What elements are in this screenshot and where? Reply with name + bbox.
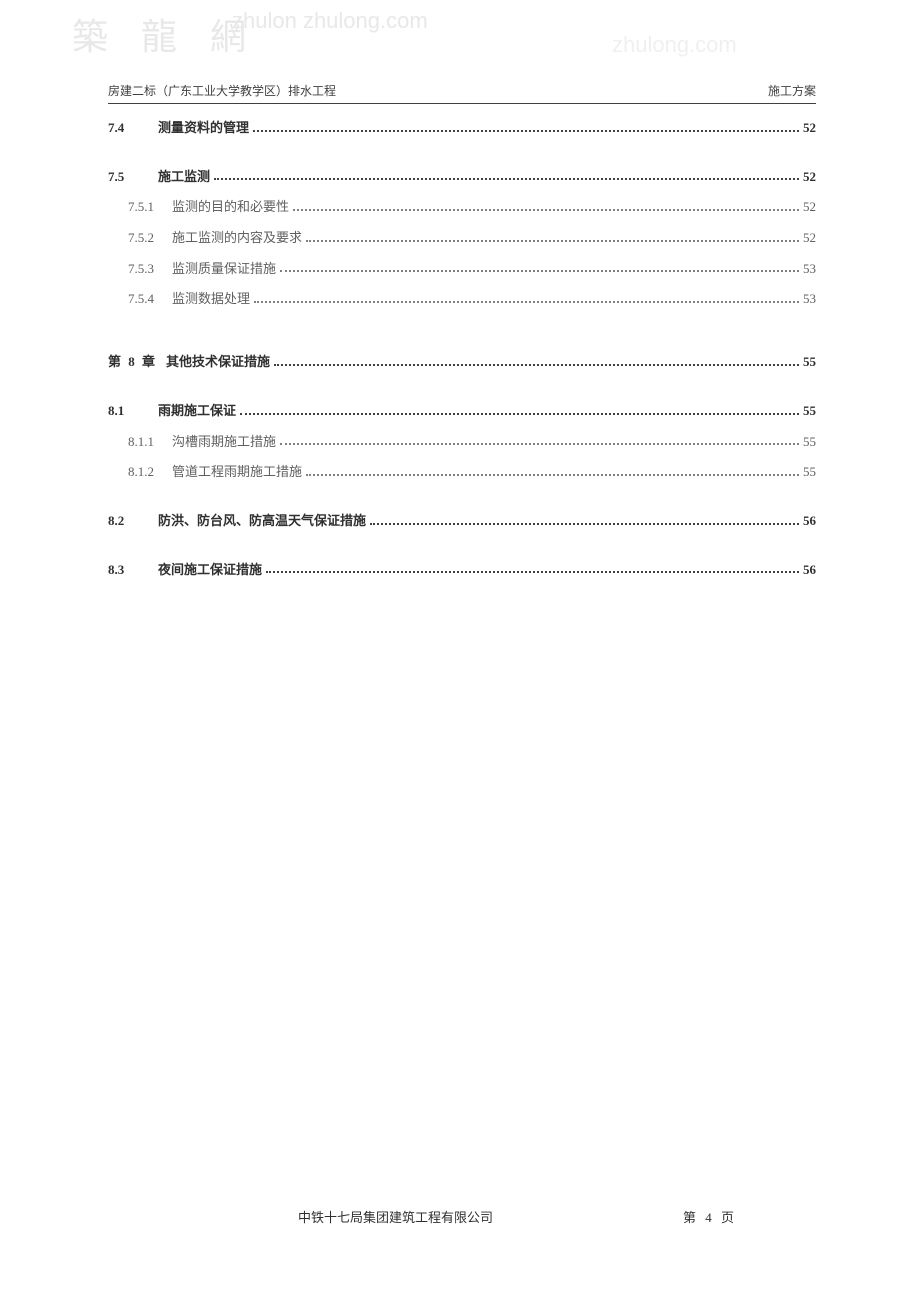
- toc-title: 测量资料的管理: [158, 116, 249, 141]
- toc-dots: [266, 571, 799, 573]
- page-footer: 中铁十七局集团建筑工程有限公司 第 4 页: [108, 1207, 816, 1226]
- toc-number: 8.1.1: [108, 430, 172, 455]
- toc-title: 其他技术保证措施: [166, 350, 270, 375]
- toc-page: 55: [803, 350, 816, 375]
- toc-entry: 8.2 防洪、防台风、防高温天气保证措施 56: [108, 509, 816, 534]
- toc-number: 8.1: [108, 399, 158, 424]
- toc-title: 监测的目的和必要性: [172, 195, 289, 220]
- toc-entry: 7.5.4 监测数据处理 53: [108, 287, 816, 312]
- toc-number: 7.5.3: [108, 257, 172, 282]
- toc-page: 55: [803, 430, 816, 455]
- toc-title: 管道工程雨期施工措施: [172, 460, 302, 485]
- toc-number: 8.2: [108, 509, 158, 534]
- toc-entry: 7.5.1 监测的目的和必要性 52: [108, 195, 816, 220]
- toc-dots: [280, 270, 799, 272]
- toc-dots: [293, 209, 799, 211]
- toc-dots: [280, 443, 799, 445]
- toc-page: 55: [803, 399, 816, 424]
- toc-page: 52: [803, 195, 816, 220]
- toc-dots: [370, 523, 799, 525]
- toc-title: 夜间施工保证措施: [158, 558, 262, 583]
- toc-entry: 8.1.1 沟槽雨期施工措施 55: [108, 430, 816, 455]
- toc-page: 52: [803, 116, 816, 141]
- toc-number: 7.5.1: [108, 195, 172, 220]
- toc-dots: [306, 474, 799, 476]
- toc-section-gap: [108, 318, 816, 350]
- toc-dots: [254, 301, 799, 303]
- footer-company: 中铁十七局集团建筑工程有限公司: [298, 1207, 493, 1226]
- toc-page: 56: [803, 509, 816, 534]
- toc-title: 施工监测的内容及要求: [172, 226, 302, 251]
- toc-number: 7.4: [108, 116, 158, 141]
- toc-number: 8.3: [108, 558, 158, 583]
- toc-entry: 8.1 雨期施工保证 55: [108, 399, 816, 424]
- page-header: 房建二标（广东工业大学教学区）排水工程 施工方案: [108, 82, 816, 104]
- toc-dots: [214, 178, 799, 180]
- toc-entry: 8.1.2 管道工程雨期施工措施 55: [108, 460, 816, 485]
- toc-entry: 第 8 章 其他技术保证措施 55: [108, 350, 816, 375]
- table-of-contents: 7.4 测量资料的管理 527.5 施工监测 527.5.1 监测的目的和必要性…: [108, 116, 816, 582]
- watermark-url-1: zhulon zhulong.com: [232, 8, 428, 34]
- toc-page: 56: [803, 558, 816, 583]
- toc-number: 7.5: [108, 165, 158, 190]
- toc-page: 53: [803, 257, 816, 282]
- toc-number: 7.5.2: [108, 226, 172, 251]
- toc-entry: 7.5.3 监测质量保证措施 53: [108, 257, 816, 282]
- toc-page: 55: [803, 460, 816, 485]
- toc-dots: [274, 364, 799, 366]
- toc-title: 沟槽雨期施工措施: [172, 430, 276, 455]
- toc-page: 52: [803, 165, 816, 190]
- toc-dots: [253, 130, 799, 132]
- toc-page: 53: [803, 287, 816, 312]
- toc-title: 施工监测: [158, 165, 210, 190]
- toc-title: 监测数据处理: [172, 287, 250, 312]
- toc-entry: 7.5.2 施工监测的内容及要求 52: [108, 226, 816, 251]
- toc-entry: 8.3 夜间施工保证措施 56: [108, 558, 816, 583]
- toc-entry: 7.5 施工监测 52: [108, 165, 816, 190]
- toc-page: 52: [803, 226, 816, 251]
- footer-page-number: 第 4 页: [683, 1207, 737, 1226]
- toc-entry: 7.4 测量资料的管理 52: [108, 116, 816, 141]
- toc-number: 第 8 章: [108, 350, 166, 375]
- watermark-logo: 築 龍 網: [72, 8, 258, 60]
- toc-title: 监测质量保证措施: [172, 257, 276, 282]
- header-right: 施工方案: [768, 82, 816, 99]
- watermark-url-2: zhulong.com: [612, 32, 737, 58]
- toc-title: 雨期施工保证: [158, 399, 236, 424]
- toc-dots: [240, 413, 799, 415]
- toc-dots: [306, 240, 799, 242]
- toc-number: 7.5.4: [108, 287, 172, 312]
- header-left: 房建二标（广东工业大学教学区）排水工程: [108, 82, 336, 99]
- toc-title: 防洪、防台风、防高温天气保证措施: [158, 509, 366, 534]
- page-content: 房建二标（广东工业大学教学区）排水工程 施工方案 7.4 测量资料的管理 527…: [108, 82, 816, 588]
- toc-number: 8.1.2: [108, 460, 172, 485]
